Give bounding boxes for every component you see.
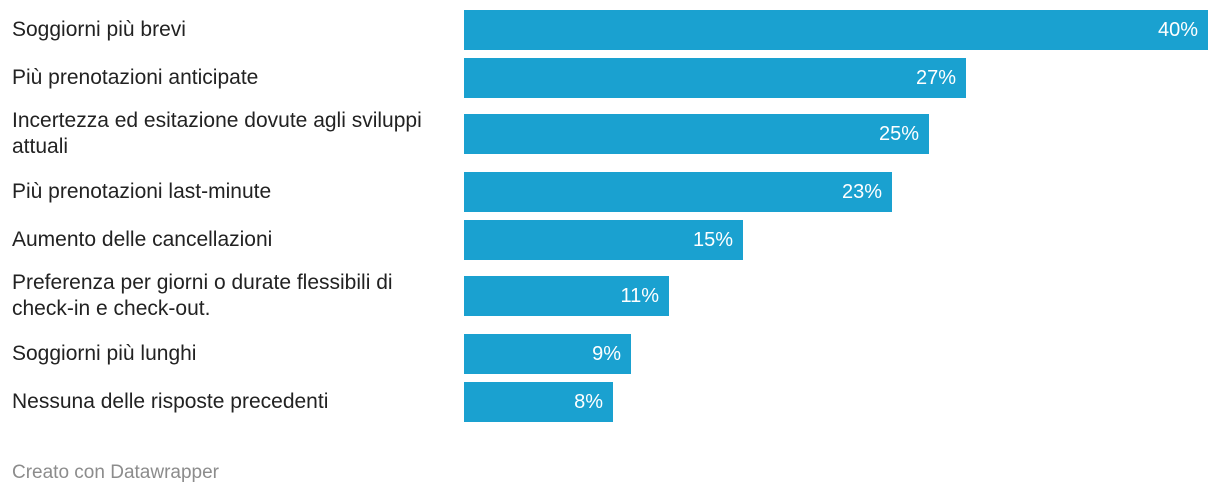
category-label: Nessuna delle risposte precedenti — [12, 390, 329, 413]
bar: 27% — [464, 58, 966, 98]
bar: 40% — [464, 10, 1208, 50]
bar-value-label: 40% — [1157, 19, 1198, 41]
bar: 9% — [464, 334, 631, 374]
bar-value-label: 27% — [915, 67, 956, 89]
bar: 15% — [464, 220, 743, 260]
category-label: Più prenotazioni anticipate — [12, 66, 259, 89]
datawrapper-credit: Creato con Datawrapper — [12, 462, 219, 483]
bar-value-label: 9% — [592, 343, 621, 365]
bar: 11% — [464, 276, 669, 316]
bar-value-label: 25% — [878, 123, 919, 145]
bar: 23% — [464, 172, 892, 212]
bar-value-label: 23% — [841, 181, 882, 203]
bar-value-label: 15% — [692, 229, 733, 251]
category-label: Soggiorni più brevi — [12, 18, 186, 41]
category-label: Aumento delle cancellazioni — [12, 228, 273, 251]
bar: 8% — [464, 382, 613, 422]
category-label: Incertezza ed esitazione dovute agli svi… — [12, 109, 422, 158]
bar: 25% — [464, 114, 929, 154]
category-label: Soggiorni più lunghi — [12, 342, 197, 365]
category-label: Più prenotazioni last-minute — [12, 180, 272, 203]
bar-value-label: 11% — [620, 285, 659, 307]
bar-value-label: 8% — [574, 391, 603, 413]
category-label: Preferenza per giorni o durate flessibil… — [12, 271, 393, 320]
